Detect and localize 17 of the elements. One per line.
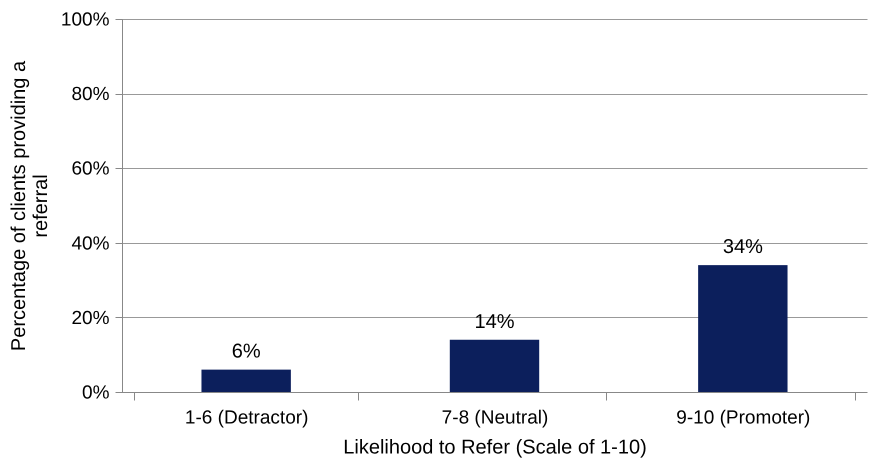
data-label: 34% <box>722 236 764 258</box>
bar <box>698 265 788 392</box>
data-label: 6% <box>232 340 261 363</box>
x-axis-title: Likelihood to Refer (Scale of 1-10) <box>343 436 647 458</box>
x-tick-label: 9-10 (Promoter) <box>676 408 810 428</box>
bar <box>450 340 540 392</box>
y-tick-label: 0% <box>82 382 110 404</box>
y-tick-label: 20% <box>71 308 110 329</box>
bar <box>201 370 291 392</box>
y-tick-label: 100% <box>60 10 110 30</box>
y-tick-label: 80% <box>71 84 110 106</box>
y-axis-title: Percentage of clients providing a referral <box>8 60 52 352</box>
x-tick-label: 1-6 (Detractor) <box>184 408 308 428</box>
y-tick-label: 40% <box>71 233 110 254</box>
y-tick-label: 60% <box>71 158 110 180</box>
x-tick-label: 7-8 (Neutral) <box>442 408 548 428</box>
data-label: 14% <box>474 310 515 333</box>
